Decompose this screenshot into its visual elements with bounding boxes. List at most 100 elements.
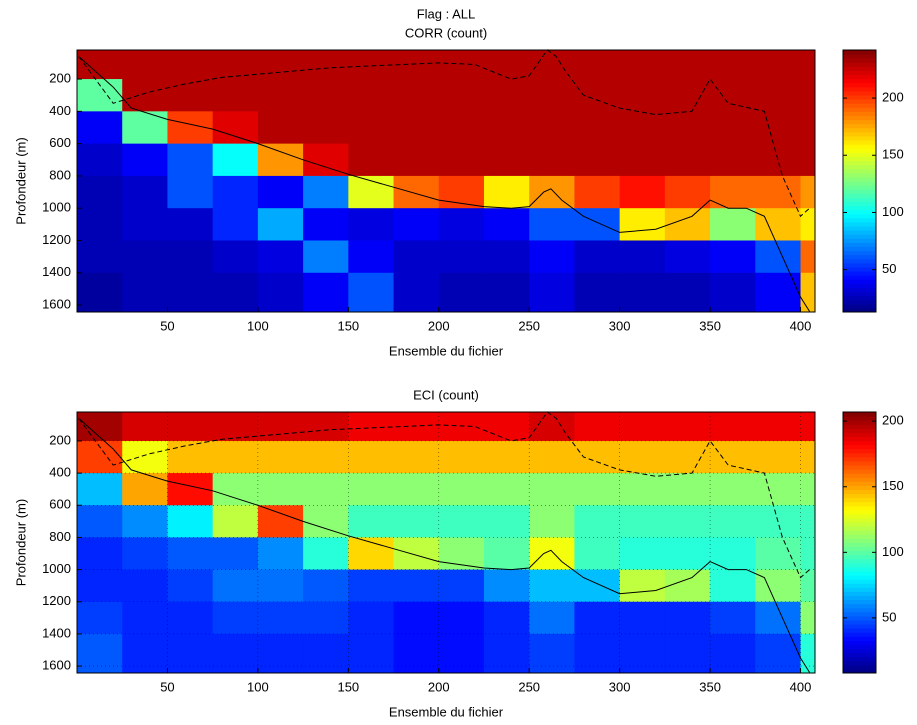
heatmap-cell <box>348 79 395 112</box>
heatmap-cell <box>483 569 530 603</box>
colorbar-step <box>843 644 876 650</box>
heatmap-cell <box>710 143 756 177</box>
colorbar-step <box>843 185 876 190</box>
heatmap-cell <box>212 473 259 506</box>
heatmap-cell <box>529 505 575 538</box>
heatmap-cell <box>122 537 168 571</box>
heatmap-cell <box>574 569 621 603</box>
y-axis-label: Profondeur (m) <box>13 499 28 586</box>
colorbar-step <box>843 579 876 584</box>
heatmap-cell <box>529 601 575 635</box>
heatmap-cell <box>303 240 349 274</box>
heatmap-cell <box>574 240 621 274</box>
heatmap-cell <box>393 175 440 209</box>
heatmap-cell <box>619 412 666 442</box>
heatmap-cell <box>574 79 621 112</box>
heatmap-cell <box>438 208 485 241</box>
x-axis-label: Ensemble du fichier <box>389 343 504 358</box>
heatmap-cell <box>574 272 621 313</box>
heatmap-cell <box>122 79 168 112</box>
plot-frame <box>76 411 816 674</box>
x-tick-label: 400 <box>790 679 812 694</box>
heatmap-cell <box>710 505 756 538</box>
colorbar-step <box>843 303 876 309</box>
heatmap-cell <box>257 143 304 177</box>
heatmap-cell <box>755 240 802 274</box>
colorbar-step <box>843 254 876 260</box>
heatmap-cell <box>438 79 485 112</box>
heatmap-cell <box>710 50 756 80</box>
heatmap-cell <box>122 412 168 442</box>
heatmap-cell <box>393 111 440 145</box>
heatmap-cell <box>438 240 485 274</box>
colorbar-tick-label: 100 <box>882 204 904 219</box>
heatmap-cell <box>529 272 575 313</box>
super-title: Flag : ALL <box>417 6 476 21</box>
colorbar-step <box>843 624 876 629</box>
colorbar-step <box>843 607 876 613</box>
heatmap-cell <box>77 505 123 538</box>
heatmap-cell <box>529 412 575 442</box>
heatmap-cell <box>664 412 711 442</box>
heatmap-cell <box>438 111 485 145</box>
colorbar-step <box>843 127 876 133</box>
colorbar-step <box>843 660 876 666</box>
colorbar-step <box>843 530 876 535</box>
heatmap-cell <box>167 412 214 442</box>
heatmap-cell <box>212 143 259 177</box>
heatmap-cell <box>664 440 711 474</box>
heatmap-cell <box>212 111 259 145</box>
colorbar-step <box>843 571 876 576</box>
colorbar-step <box>843 226 876 231</box>
heatmap-cell <box>664 473 711 506</box>
heatmap-cell <box>257 50 304 80</box>
colorbar-step <box>843 428 876 433</box>
heatmap-cell <box>529 569 575 603</box>
heatmap-cell <box>755 633 802 674</box>
colorbar-step <box>843 436 876 442</box>
heatmap-cell <box>257 412 304 442</box>
heatmap-cell <box>212 175 259 209</box>
colorbar-step <box>843 111 876 116</box>
heatmap-cell <box>483 50 530 80</box>
colorbar-tick-label: 150 <box>882 147 904 162</box>
heatmap-cell <box>438 505 485 538</box>
colorbar-step <box>843 99 876 104</box>
colorbar-step <box>843 432 876 437</box>
y-tick-label: 1000 <box>42 561 71 576</box>
heatmap-cell <box>167 208 214 241</box>
heatmap-cell <box>212 79 259 112</box>
colorbar-step <box>843 82 876 88</box>
x-tick-label: 100 <box>247 679 269 694</box>
colorbar-step <box>843 168 876 174</box>
heatmap-cell <box>122 505 168 538</box>
heatmap-cell <box>212 505 259 538</box>
heatmap-cell <box>77 272 123 313</box>
heatmap-cell <box>77 175 123 209</box>
heatmap-cell <box>257 505 304 538</box>
heatmap-cell <box>212 240 259 274</box>
colorbar-step <box>843 664 876 670</box>
heatmap-cell <box>303 50 349 80</box>
heatmap-cell <box>483 143 530 177</box>
heatmap-cell <box>619 569 666 603</box>
depth-line <box>78 411 810 579</box>
heatmap-cell <box>212 412 259 442</box>
heatmap-cell <box>529 175 575 209</box>
heatmap-cell <box>529 440 575 474</box>
heatmap-cell <box>574 111 621 145</box>
colorbar-step <box>843 189 876 194</box>
heatmap-cell <box>348 569 395 603</box>
heatmap-cell <box>257 473 304 506</box>
colorbar-step <box>843 668 876 674</box>
heatmap-cell <box>710 440 756 474</box>
colorbar-step <box>843 440 876 446</box>
heatmap-cell <box>77 79 123 112</box>
colorbar-tick-label: 200 <box>882 413 904 428</box>
heatmap-cell <box>348 208 395 241</box>
heatmap-cell <box>800 175 816 209</box>
heatmap-cell <box>122 569 168 603</box>
colorbar-step <box>843 656 876 662</box>
heatmap-cell <box>619 440 666 474</box>
